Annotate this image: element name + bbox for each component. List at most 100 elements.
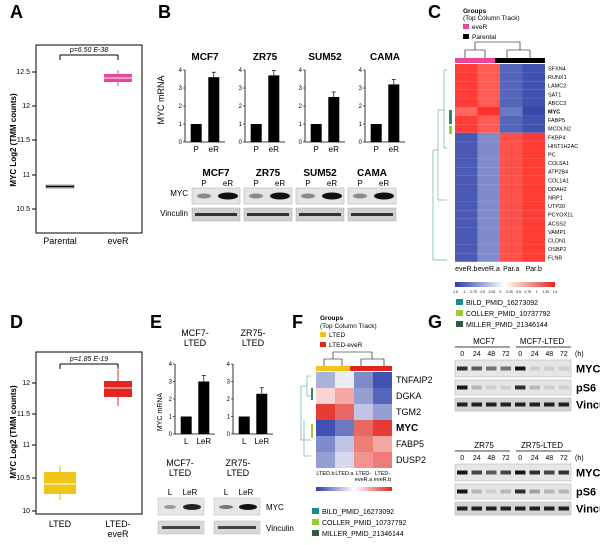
scale-tick-label: -0.75 bbox=[469, 290, 477, 294]
y-tick-label: 1 bbox=[239, 122, 243, 128]
y-tick-label: 12 bbox=[22, 103, 30, 110]
heatmap-cell bbox=[455, 193, 478, 202]
bar bbox=[180, 416, 192, 434]
y-tick-label: 3 bbox=[359, 86, 363, 92]
heatmap-cell bbox=[373, 404, 392, 420]
heatmap-cell bbox=[354, 372, 373, 388]
heatmap-cell bbox=[522, 218, 545, 228]
x-tick-label: eR bbox=[209, 145, 219, 154]
x-tick-label: P bbox=[374, 145, 379, 154]
x-tick-label: P bbox=[194, 145, 199, 154]
gene-label: TGM2 bbox=[396, 407, 421, 417]
heatmap-cell bbox=[455, 175, 478, 185]
time-unit-label: (h) bbox=[575, 351, 584, 358]
band bbox=[457, 470, 468, 475]
heatmap-cell bbox=[316, 388, 335, 404]
x-tick-label: eR bbox=[329, 145, 339, 154]
heatmap-cell bbox=[477, 210, 500, 219]
band bbox=[515, 366, 526, 371]
legend-item: eveR bbox=[472, 24, 487, 31]
blot-row-label: pS6 bbox=[576, 487, 596, 499]
blot-panel bbox=[454, 379, 572, 396]
heatmap-cell bbox=[500, 124, 523, 133]
panel-e-western-blots: MCF7-LTED ZR75-LTED L LeR L LeR MYC Vinc… bbox=[157, 458, 294, 535]
heatmap-cell bbox=[500, 98, 523, 107]
gene-label: OSBP2 bbox=[548, 247, 566, 253]
heatmap-cell bbox=[455, 150, 478, 159]
band bbox=[218, 192, 238, 200]
y-tick-label: 10.5 bbox=[16, 475, 30, 482]
color-scale bbox=[455, 282, 555, 287]
band bbox=[529, 385, 540, 390]
timepoint-label: 48 bbox=[487, 351, 495, 358]
heatmap-cell bbox=[335, 388, 354, 404]
gene-label: COL5A1 bbox=[548, 161, 569, 167]
timepoint-label: 48 bbox=[545, 455, 553, 462]
scale-tick-label: 0 bbox=[500, 290, 502, 294]
gene-label: FKBP4 bbox=[548, 135, 565, 141]
group-label: LTED bbox=[49, 519, 72, 529]
heatmap-cell bbox=[477, 64, 500, 73]
band bbox=[515, 385, 526, 390]
scale-tick-label: -0.25 bbox=[488, 290, 496, 294]
bar bbox=[198, 381, 210, 434]
lane-label: eR bbox=[327, 179, 337, 188]
heatmap-cell bbox=[455, 210, 478, 219]
heatmap-cell bbox=[522, 193, 545, 202]
scale-tick-label: -1.5 bbox=[452, 290, 458, 294]
pathway-label: COLLER_PMID_10737792 bbox=[466, 311, 551, 318]
heatmap-cell bbox=[316, 436, 335, 452]
heatmap-cell bbox=[477, 193, 500, 202]
heatmap-cell bbox=[477, 244, 500, 254]
heatmap-cell bbox=[522, 107, 545, 116]
heatmap-cell bbox=[455, 158, 478, 168]
timepoint-label: 72 bbox=[560, 351, 568, 358]
heatmap-cell bbox=[500, 167, 523, 176]
blot-row-label: MYC bbox=[576, 364, 600, 376]
blot-row-label: Vinculin bbox=[266, 524, 294, 533]
band bbox=[457, 506, 468, 511]
y-tick-label: 12 bbox=[22, 380, 30, 387]
y-axis-label: MYC mRNA bbox=[156, 76, 166, 125]
band bbox=[471, 506, 482, 511]
x-tick-label: LeR bbox=[196, 437, 211, 446]
panel-f-heatmap: Groups (Top Column Track) LTED LTED-eveR… bbox=[300, 315, 433, 538]
blot-line-label: CAMA bbox=[357, 168, 387, 179]
heatmap-cell bbox=[500, 218, 523, 228]
panel-letter-c: C bbox=[428, 2, 441, 22]
panel-letter-e: E bbox=[150, 312, 162, 332]
blot-panel bbox=[295, 187, 345, 205]
heatmap-cell bbox=[477, 81, 500, 90]
heatmap-cell bbox=[522, 132, 545, 142]
band bbox=[529, 366, 540, 371]
lane-label: LeR bbox=[239, 488, 254, 497]
group-label: eveR bbox=[107, 236, 129, 246]
heatmap-cell bbox=[455, 89, 478, 99]
band bbox=[471, 470, 482, 475]
heatmap-cell bbox=[500, 150, 523, 159]
blot-line-label: MCF7-LTED bbox=[520, 337, 565, 346]
heatmap-cell bbox=[354, 420, 373, 436]
band bbox=[544, 385, 555, 390]
band bbox=[299, 213, 341, 216]
heatmap-cell bbox=[455, 98, 478, 107]
y-tick-label: 1 bbox=[299, 122, 303, 128]
band bbox=[500, 366, 511, 371]
gene-label: PCYOX1L bbox=[548, 213, 573, 219]
plot-frame bbox=[35, 44, 143, 234]
blot-line-label: ZR75-LTED bbox=[225, 458, 250, 478]
heatmap-cell bbox=[455, 184, 478, 193]
heatmap-cell bbox=[500, 89, 523, 99]
gene-label: SAT1 bbox=[548, 92, 561, 98]
bar bbox=[256, 393, 268, 434]
panel-e-bar-charts: MCF7-LTED 0 1 2 3 4 L LeR ZR75-LTED 0 1 2 3 4 L LeR bbox=[169, 328, 273, 446]
heatmap-cell bbox=[522, 141, 545, 150]
y-tick-label: 3 bbox=[169, 380, 173, 386]
y-axis-label: MYC mRNA bbox=[157, 393, 164, 431]
panel-c-heatmap: Groups (Top Column Track) eveR Parental … bbox=[432, 8, 578, 329]
band bbox=[457, 489, 468, 494]
band bbox=[558, 470, 569, 475]
heatmap-cell bbox=[477, 115, 500, 125]
blot-panel bbox=[454, 501, 572, 516]
lane-label: P bbox=[201, 179, 206, 188]
